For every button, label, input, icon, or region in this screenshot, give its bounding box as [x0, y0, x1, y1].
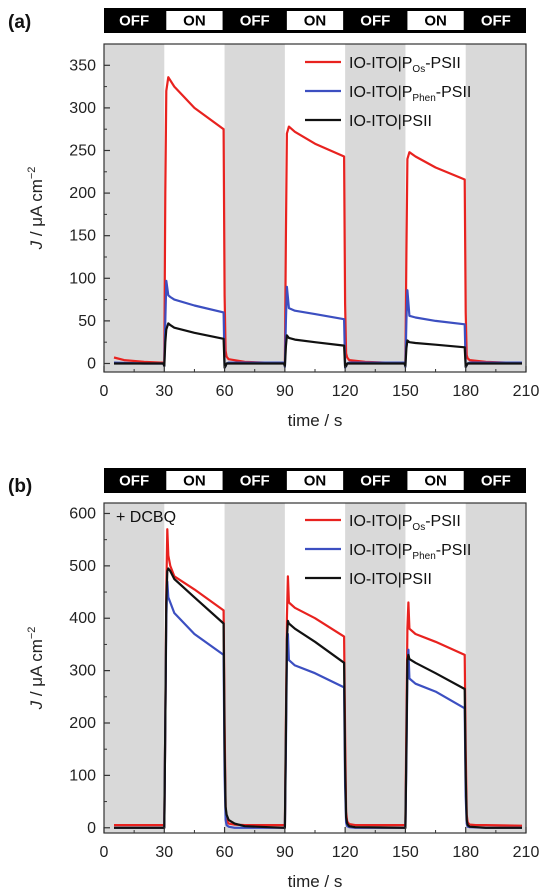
series-line-3: [114, 567, 522, 829]
phase-label: OFF: [240, 13, 270, 30]
y-tick-label: 600: [69, 505, 96, 522]
phase-label: OFF: [119, 13, 149, 30]
y-tick-label: 100: [69, 767, 96, 784]
phase-label: ON: [183, 13, 206, 30]
series-line-1: [113, 76, 522, 364]
legend-entry: IO-ITO|PSII: [349, 113, 432, 130]
y-tick-label: 0: [87, 820, 96, 837]
x-tick-label: 30: [155, 383, 173, 400]
chart-panel-1: OFF ON OFF ON OFF ON OFF 0 30 60 90 120 150 180 210 0 50…: [8, 8, 539, 430]
y-tick-label: 250: [69, 142, 96, 159]
off-shading: [345, 44, 406, 372]
phase-label: OFF: [481, 13, 511, 30]
x-tick-label: 180: [452, 383, 479, 400]
phase-label: ON: [183, 473, 206, 490]
x-tick-label: 150: [392, 844, 419, 861]
y-tick-label: 400: [69, 610, 96, 627]
y-tick-label: 350: [69, 57, 96, 74]
off-shading: [345, 503, 406, 833]
legend-entry: IO-ITO|POs-PSII: [349, 513, 461, 533]
y-tick-label: 500: [69, 558, 96, 575]
x-tick-label: 120: [332, 383, 359, 400]
series-line-2: [113, 279, 522, 369]
off-shading: [465, 44, 526, 372]
phase-label: ON: [304, 13, 327, 30]
x-tick-label: 0: [100, 844, 109, 861]
phase-label: OFF: [481, 473, 511, 490]
phase-on-box: [166, 11, 223, 30]
x-tick-label: 60: [216, 844, 234, 861]
chart-panel-2: OFF ON OFF ON OFF ON OFF 0 30 60 90 120 150 180 210 0 10…: [8, 468, 539, 891]
x-tick-label: 60: [216, 383, 234, 400]
legend-entry: IO-ITO|PPhen-PSII: [349, 542, 471, 562]
phase-on-box: [286, 11, 344, 30]
x-tick-label: 90: [276, 383, 294, 400]
phase-on-box: [286, 471, 344, 490]
x-tick-label: 210: [513, 844, 540, 861]
series-line-3: [114, 322, 522, 369]
y-tick-label: 150: [69, 228, 96, 245]
legend-entry: IO-ITO|PSII: [349, 571, 432, 588]
phase-label: OFF: [360, 473, 390, 490]
y-tick-label: 200: [69, 185, 96, 202]
y-tick-label: 300: [69, 663, 96, 680]
phase-label: ON: [304, 473, 327, 490]
phase-on-box: [407, 11, 464, 30]
off-shading: [465, 503, 526, 833]
phase-label: OFF: [360, 13, 390, 30]
phase-label: ON: [424, 13, 447, 30]
panel-label: (b): [8, 476, 32, 497]
x-tick-label: 180: [452, 844, 479, 861]
phase-label: OFF: [119, 473, 149, 490]
off-shading: [224, 44, 285, 372]
x-tick-label: 120: [332, 844, 359, 861]
series-line-1: [114, 528, 523, 827]
phase-label: ON: [424, 473, 447, 490]
legend-entry: IO-ITO|PPhen-PSII: [349, 84, 471, 104]
phase-on-box: [166, 471, 223, 490]
x-tick-label: 210: [513, 383, 540, 400]
y-tick-label: 0: [87, 355, 96, 372]
x-tick-label: 0: [100, 383, 109, 400]
phase-on-box: [407, 471, 464, 490]
annotation: + DCBQ: [116, 509, 176, 526]
x-tick-label: 90: [276, 844, 294, 861]
y-axis-title: J / μA cm−2: [26, 167, 46, 251]
y-tick-label: 100: [69, 270, 96, 287]
y-tick-label: 200: [69, 715, 96, 732]
off-shading: [224, 503, 285, 833]
panel-label: (a): [8, 12, 31, 33]
y-axis-title: J / μA cm−2: [26, 627, 46, 711]
off-shading: [104, 503, 165, 833]
y-tick-label: 300: [69, 100, 96, 117]
x-tick-label: 30: [155, 844, 173, 861]
series-line-2: [114, 580, 522, 829]
x-axis-title: time / s: [288, 872, 343, 891]
x-axis-title: time / s: [288, 411, 343, 430]
x-tick-label: 150: [392, 383, 419, 400]
off-shading: [104, 44, 165, 372]
legend-entry: IO-ITO|POs-PSII: [349, 55, 461, 75]
y-tick-label: 50: [78, 313, 96, 330]
phase-label: OFF: [240, 473, 270, 490]
